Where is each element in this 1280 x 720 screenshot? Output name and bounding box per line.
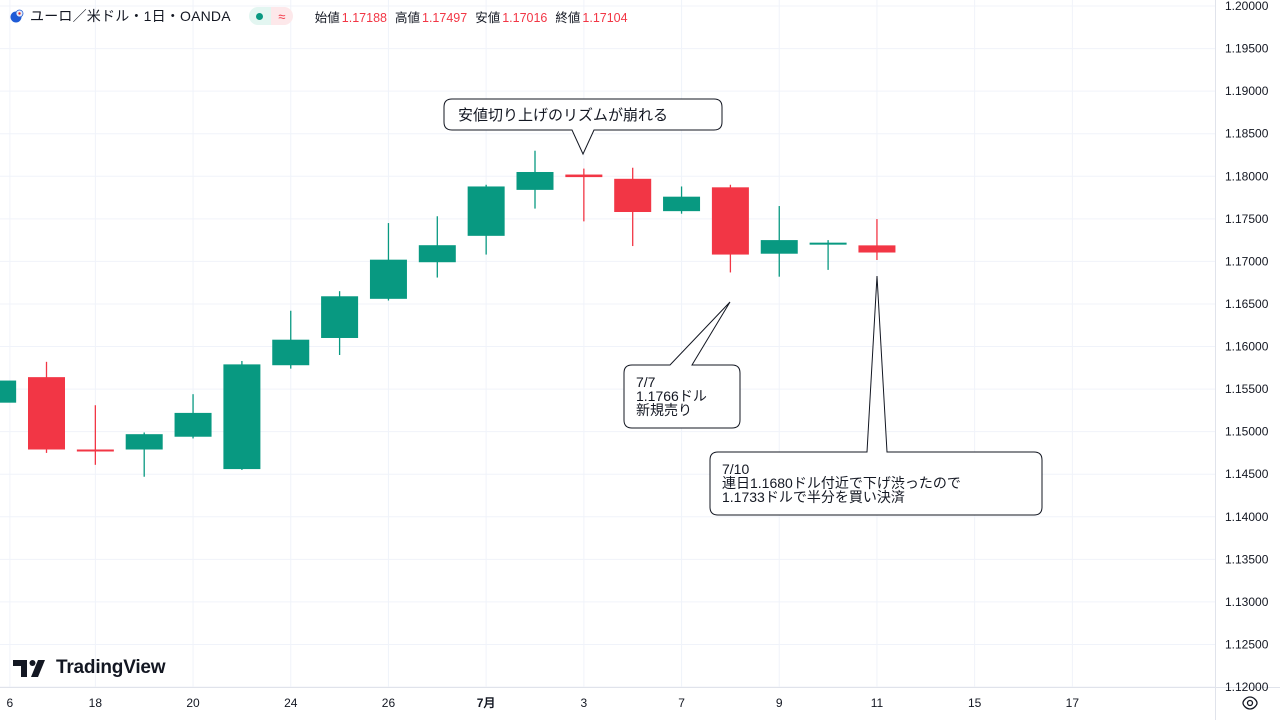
price-axis[interactable]: 1.20000 1.19500 1.19000 1.18500 1.18000 1.175…	[1225, 0, 1269, 694]
price-tick-label: 1.12500	[1225, 637, 1269, 651]
date-tick-label: 3	[581, 696, 588, 710]
symbol-title[interactable]: ユーロ／米ドル・1日・OANDA	[30, 8, 231, 24]
ohlc-high: 高値 1.17497	[394, 10, 468, 25]
candle-body	[809, 242, 847, 245]
candle-down	[565, 168, 603, 222]
callout-2-line-2: 1.1766ドル	[636, 388, 707, 404]
price-tick-label: 1.18500	[1225, 127, 1269, 141]
price-tick-label: 1.19000	[1225, 84, 1269, 98]
date-tick-label: 7月	[477, 696, 496, 710]
callout-2-line-1: 7/7	[636, 374, 656, 390]
price-tick-label: 1.17500	[1225, 212, 1269, 226]
currency-flag-icon	[10, 9, 24, 23]
candles	[0, 150, 896, 477]
ohlc-open: 始値 1.17188	[314, 10, 387, 25]
price-tick-label: 1.14500	[1225, 467, 1269, 481]
candle-body	[614, 178, 652, 213]
candle-body	[760, 240, 798, 254]
candle-body	[223, 364, 261, 470]
candle-up	[223, 360, 261, 470]
candle-body	[858, 245, 896, 253]
candle-down	[858, 219, 896, 261]
ohlc-close: 終値 1.17104	[555, 10, 628, 25]
date-tick-label: 17	[1066, 696, 1080, 710]
callout-2-shape	[623, 301, 741, 429]
price-tick-label: 1.14000	[1225, 510, 1269, 524]
price-tick-label: 1.16500	[1225, 297, 1269, 311]
date-tick-label: 18	[89, 696, 103, 710]
candle-up	[663, 186, 701, 214]
price-tick-label: 1.20000	[1225, 0, 1269, 13]
candle-down	[711, 184, 749, 273]
candle-up	[174, 394, 212, 439]
candle-down	[76, 405, 114, 465]
legend-header: ユーロ／米ドル・1日・OANDA ≈ 始値 1.17188 高値 1.17497 安…	[0, 0, 1215, 32]
price-tick-label: 1.18000	[1225, 169, 1269, 183]
settings-gear-icon[interactable]	[1240, 693, 1260, 713]
candle-up	[321, 291, 359, 356]
candle-body	[272, 339, 310, 366]
candle-up	[760, 206, 798, 277]
price-tick-label: 1.17000	[1225, 254, 1269, 268]
candle-body	[565, 174, 603, 178]
date-tick-label: 11	[871, 696, 884, 710]
candle-body	[125, 434, 163, 450]
candle-down	[28, 361, 65, 453]
candle-body	[663, 196, 701, 212]
candle-body	[711, 187, 749, 255]
callout-1-shape	[443, 98, 723, 156]
candle-up	[418, 216, 456, 278]
time-axis[interactable]: 6 18 20 24 26 7月 3 7 9 11 15 17	[7, 696, 1080, 710]
price-tick-label: 1.12000	[1225, 680, 1269, 694]
candle-body	[0, 380, 17, 403]
annotation-7-10-close[interactable]: 7/10 連日1.1680ドル付近で下げ渋ったので 1.1733ドルで半分を買い…	[709, 275, 1043, 516]
callout-2-line-3: 新規売り	[636, 402, 692, 418]
candle-body	[174, 412, 212, 437]
tradingview-logo-text: TradingView	[56, 657, 166, 678]
date-tick-label: 9	[776, 696, 783, 710]
annotation-rhythm-break[interactable]: 安値切り上げのリズムが崩れる	[443, 98, 723, 156]
callout-3-shape	[709, 275, 1043, 516]
date-tick-label: 6	[7, 696, 14, 710]
date-tick-label: 26	[382, 696, 396, 710]
price-tick-label: 1.16000	[1225, 340, 1269, 354]
market-open-icon	[248, 7, 271, 25]
price-tick-label: 1.15500	[1225, 382, 1269, 396]
candle-body	[418, 245, 456, 263]
candle-body	[467, 186, 505, 236]
tradingview-logo-icon	[13, 660, 45, 677]
callout-3-line-1: 7/10	[722, 461, 749, 477]
candle-up	[369, 223, 407, 301]
candle-body	[516, 171, 554, 190]
date-tick-label: 24	[284, 696, 298, 710]
candle-up	[272, 310, 310, 369]
candle-body	[28, 377, 65, 450]
candle-up	[467, 184, 505, 255]
price-tick-label: 1.15000	[1225, 425, 1269, 439]
candle-down	[614, 167, 652, 247]
status-pill[interactable]: ≈	[248, 7, 293, 25]
candle-up	[809, 240, 847, 270]
date-tick-label: 20	[186, 696, 200, 710]
candle-up	[0, 380, 17, 403]
callout-1-text: 安値切り上げのリズムが崩れる	[458, 107, 668, 124]
callout-3-line-3: 1.1733ドルで半分を買い決済	[722, 489, 905, 505]
candle-body	[369, 259, 407, 299]
price-tick-label: 1.19500	[1225, 42, 1269, 56]
tradingview-logo[interactable]: TradingView	[13, 657, 166, 679]
annotation-7-7-sell[interactable]: 7/7 1.1766ドル 新規売り	[623, 301, 741, 429]
candle-up	[516, 150, 554, 209]
price-tick-label: 1.13500	[1225, 552, 1269, 566]
ohlc-values: 始値 1.17188 高値 1.17497 安値 1.17016 終値 1.17104	[315, 7, 628, 26]
ohlc-low: 安値 1.17016	[475, 10, 548, 25]
candle-body	[321, 296, 359, 338]
candle-up	[125, 432, 163, 477]
callout-3-line-2: 連日1.1680ドル付近で下げ渋ったので	[722, 475, 961, 491]
date-tick-label: 7	[678, 696, 685, 710]
price-tick-label: 1.13000	[1225, 595, 1269, 609]
approx-icon: ≈	[270, 7, 293, 25]
date-tick-label: 15	[968, 696, 982, 710]
candle-body	[76, 449, 114, 452]
